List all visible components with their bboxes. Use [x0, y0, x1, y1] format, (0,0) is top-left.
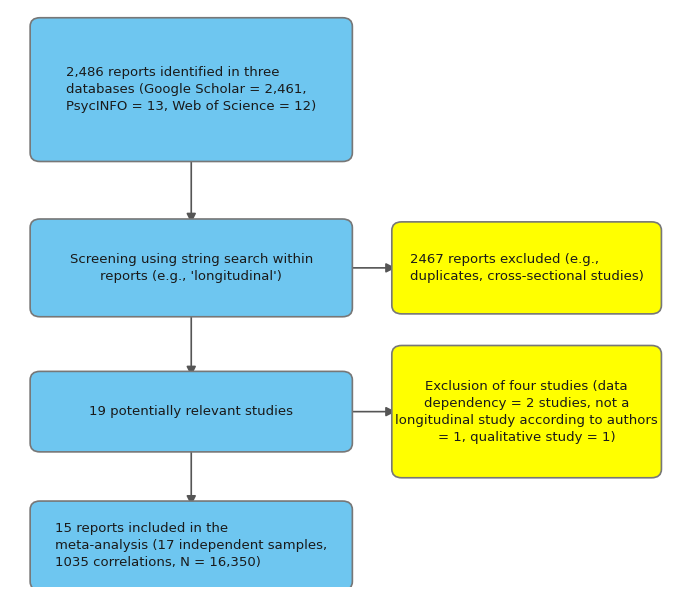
FancyBboxPatch shape	[30, 501, 352, 590]
Text: Exclusion of four studies (data
dependency = 2 studies, not a
longitudinal study: Exclusion of four studies (data dependen…	[395, 380, 658, 444]
Text: 2467 reports excluded (e.g.,
duplicates, cross-sectional studies): 2467 reports excluded (e.g., duplicates,…	[410, 253, 644, 283]
FancyBboxPatch shape	[30, 371, 352, 452]
FancyBboxPatch shape	[392, 346, 662, 478]
FancyBboxPatch shape	[30, 219, 352, 317]
Text: 19 potentially relevant studies: 19 potentially relevant studies	[89, 405, 293, 418]
Text: 15 reports included in the
meta-analysis (17 independent samples,
1035 correlati: 15 reports included in the meta-analysis…	[55, 522, 327, 569]
Text: 2,486 reports identified in three
databases (Google Scholar = 2,461,
PsycINFO = : 2,486 reports identified in three databa…	[66, 66, 316, 113]
FancyBboxPatch shape	[30, 18, 352, 162]
Text: Screening using string search within
reports (e.g., 'longitudinal'): Screening using string search within rep…	[70, 253, 313, 283]
FancyBboxPatch shape	[392, 222, 662, 314]
